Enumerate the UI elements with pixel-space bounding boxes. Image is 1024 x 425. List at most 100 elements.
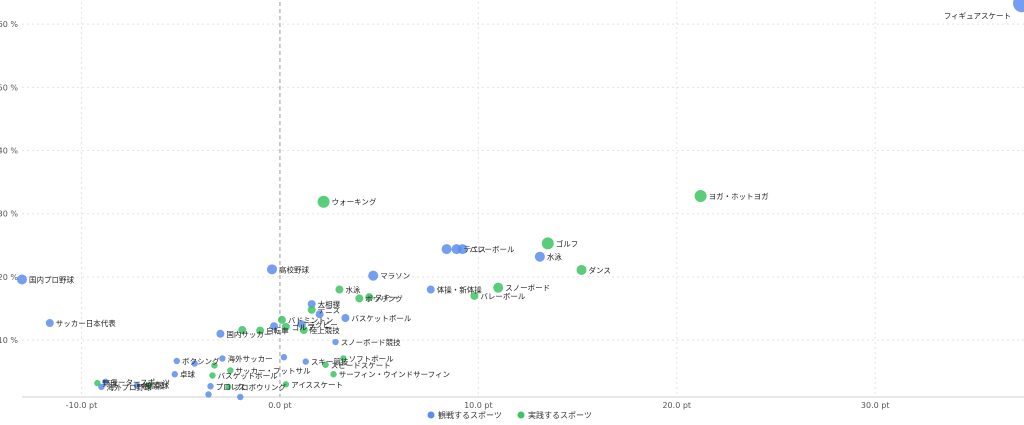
point-label: サーフィン・ウインドサーフィン bbox=[339, 370, 450, 379]
x-tick-label: 30.0 pt bbox=[861, 401, 890, 410]
point-label: 卓球 bbox=[180, 369, 195, 379]
play-point[interactable] bbox=[365, 293, 374, 302]
watch-point[interactable] bbox=[280, 353, 288, 361]
y-tick-label: 30 % bbox=[0, 210, 18, 219]
legend-item[interactable]: 観戦するスポーツ bbox=[438, 410, 502, 420]
play-point[interactable] bbox=[277, 315, 286, 324]
point-label: バスケットボール bbox=[218, 372, 278, 381]
play-point[interactable] bbox=[94, 379, 101, 387]
play-point[interactable] bbox=[211, 362, 218, 369]
watch-point[interactable] bbox=[45, 319, 54, 328]
play-point[interactable] bbox=[225, 383, 232, 391]
play-point[interactable] bbox=[355, 294, 364, 303]
point-label: プロボウリング bbox=[234, 382, 287, 392]
play-point[interactable] bbox=[209, 372, 216, 379]
play-point[interactable] bbox=[470, 291, 479, 300]
play-point[interactable] bbox=[576, 264, 587, 275]
y-tick-label: 20 % bbox=[0, 273, 18, 282]
watch-point[interactable] bbox=[441, 244, 452, 255]
point-label: 国内サッカー bbox=[226, 329, 271, 339]
point-label: スピードスケート bbox=[331, 361, 391, 370]
point-label: 卓球 bbox=[154, 380, 169, 390]
point-label: 水泳 bbox=[547, 252, 562, 262]
point-label: バドミントン bbox=[288, 316, 333, 325]
play-point[interactable] bbox=[238, 326, 247, 335]
legend-marker bbox=[427, 411, 435, 419]
watch-point[interactable] bbox=[205, 391, 212, 398]
play-point[interactable] bbox=[227, 367, 234, 374]
point-label: サッカー・フットサル bbox=[236, 366, 311, 375]
watch-point[interactable] bbox=[341, 314, 350, 322]
watch-point[interactable] bbox=[332, 338, 339, 346]
play-point[interactable] bbox=[281, 322, 290, 331]
watch-point[interactable] bbox=[102, 378, 109, 386]
play-point[interactable] bbox=[282, 381, 290, 388]
label-layer: フィギュアスケート国内プロ野球高校野球マラソンバレーボールテニス水泳体操・新体操… bbox=[29, 11, 1011, 392]
point-label: テニス bbox=[318, 306, 341, 315]
play-point[interactable] bbox=[256, 326, 265, 335]
point-label: 海外プロ野球 bbox=[107, 382, 152, 392]
play-point[interactable] bbox=[322, 361, 329, 368]
point-label: 国内プロ野球 bbox=[29, 274, 74, 284]
point-label: モータースポーツ bbox=[111, 378, 170, 387]
point-label: ダンス bbox=[589, 265, 611, 275]
play-point[interactable] bbox=[340, 355, 347, 362]
watch-point[interactable] bbox=[207, 383, 214, 390]
watch-point[interactable] bbox=[17, 274, 27, 285]
point-label: バレーボール bbox=[480, 292, 525, 301]
play-point[interactable] bbox=[493, 282, 504, 293]
watch-point[interactable] bbox=[269, 322, 278, 331]
watch-point[interactable] bbox=[173, 357, 180, 365]
watch-point[interactable] bbox=[191, 360, 198, 367]
x-tick-label: 10.0 pt bbox=[464, 401, 493, 410]
watch-point[interactable] bbox=[171, 371, 178, 378]
grid-layer bbox=[22, 2, 1024, 397]
watch-point[interactable] bbox=[267, 264, 278, 275]
point-label: 格闘技 bbox=[142, 381, 165, 391]
watch-point[interactable] bbox=[216, 329, 225, 338]
play-point[interactable] bbox=[145, 381, 153, 389]
watch-point[interactable] bbox=[302, 358, 309, 365]
point-label: バスケットボール bbox=[351, 314, 411, 323]
play-point[interactable] bbox=[694, 190, 707, 203]
watch-point[interactable] bbox=[133, 382, 141, 389]
play-point[interactable] bbox=[330, 371, 337, 378]
watch-point[interactable] bbox=[426, 285, 435, 294]
play-point[interactable] bbox=[335, 285, 344, 294]
point-label: フィギュアスケート bbox=[944, 11, 1011, 20]
watch-point[interactable] bbox=[219, 355, 226, 362]
play-point[interactable] bbox=[541, 237, 554, 250]
watch-point[interactable] bbox=[237, 393, 244, 401]
point-label: バレーボール bbox=[469, 245, 514, 254]
point-label: スノーボード競技 bbox=[341, 337, 401, 347]
point-label: サッカー日本代表 bbox=[56, 318, 116, 328]
point-label: 高校野球 bbox=[279, 264, 309, 274]
play-point[interactable] bbox=[299, 326, 308, 335]
watch-point[interactable] bbox=[1013, 0, 1024, 13]
watch-point[interactable] bbox=[368, 270, 379, 281]
legend-marker bbox=[517, 411, 525, 419]
point-label: ボウリング bbox=[365, 293, 403, 303]
point-label: 陸上競技 bbox=[310, 325, 340, 335]
point-label: ヨガ・ホットヨガ bbox=[709, 191, 769, 201]
point-label: スノーボード bbox=[505, 284, 550, 293]
watch-point[interactable] bbox=[307, 300, 316, 309]
legend-item[interactable]: 実践するスポーツ bbox=[528, 410, 592, 420]
play-point[interactable] bbox=[317, 195, 330, 208]
point-label: テニス bbox=[464, 245, 487, 254]
x-tick-label: 0.0 pt bbox=[268, 401, 291, 410]
point-label: スキー bbox=[375, 293, 398, 302]
watch-point[interactable] bbox=[98, 383, 105, 391]
watch-point[interactable] bbox=[451, 244, 462, 255]
play-point[interactable] bbox=[307, 305, 316, 314]
point-label: ラグビー bbox=[308, 319, 338, 329]
legend[interactable]: 観戦するスポーツ 実践するスポーツ bbox=[427, 410, 592, 420]
point-label: 自転車 bbox=[266, 326, 289, 336]
y-tick-label: 40 % bbox=[0, 147, 18, 156]
point-label: プロレス bbox=[216, 382, 246, 391]
y-tick-label: 10 % bbox=[0, 336, 18, 345]
watch-point[interactable] bbox=[315, 310, 324, 319]
watch-point[interactable] bbox=[534, 251, 545, 262]
